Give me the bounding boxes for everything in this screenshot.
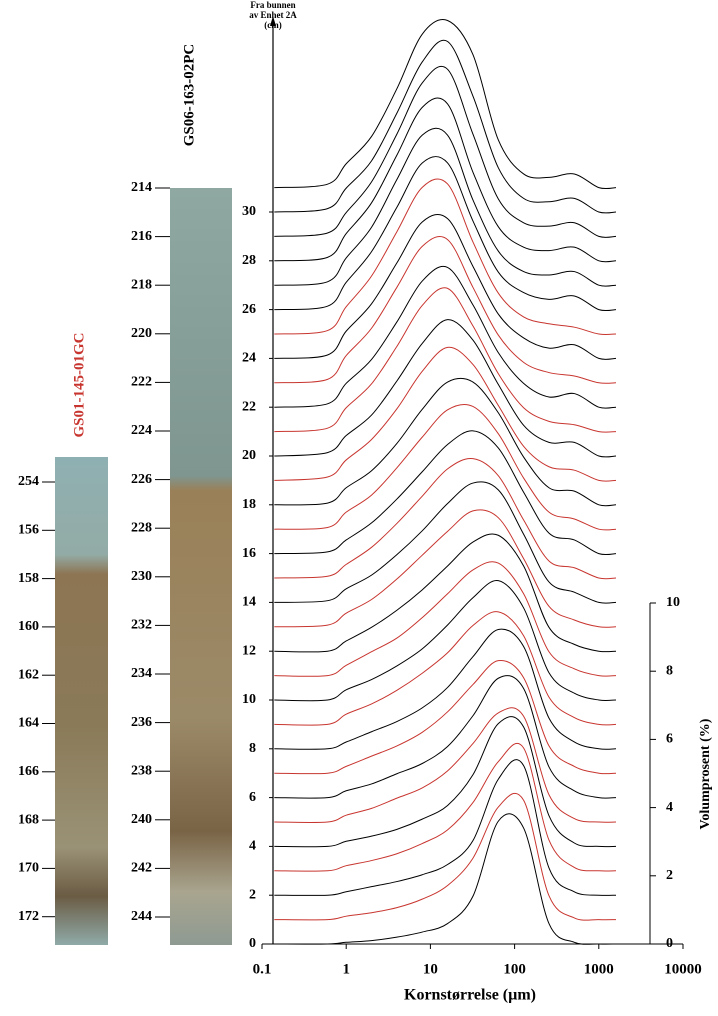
distribution-curve — [274, 792, 616, 921]
distribution-curve — [274, 675, 616, 799]
y-tick-label: 28 — [242, 253, 256, 268]
depth-label: 168 — [18, 812, 39, 827]
depth-label: 228 — [131, 520, 152, 535]
distribution-curve — [274, 580, 616, 702]
depth-label: 164 — [18, 716, 39, 731]
x-tick-label: 100 — [503, 961, 526, 977]
y-tick-label: 10 — [242, 692, 256, 707]
distribution-curve — [274, 481, 617, 604]
depth-label: 170 — [18, 861, 39, 876]
core-image — [170, 188, 232, 945]
y-axis-title: Fra bunnen — [250, 0, 295, 10]
depth-label: 224 — [131, 423, 152, 438]
depth-label: 216 — [131, 229, 152, 244]
x-tick-label: 10000 — [664, 961, 702, 977]
x-tick-label: 1 — [342, 961, 350, 977]
distribution-curve — [274, 97, 617, 263]
y-tick-label: 18 — [242, 497, 256, 512]
distribution-curve — [274, 265, 617, 409]
distribution-curve — [274, 716, 616, 848]
y-tick-label: 4 — [249, 839, 256, 854]
y-tick-label: 26 — [242, 302, 256, 317]
depth-label: 162 — [18, 667, 39, 682]
core-image — [55, 457, 108, 945]
y-tick-label: 2 — [249, 887, 256, 902]
x-tick-label: 10 — [423, 961, 438, 977]
y-tick-label: 22 — [242, 399, 256, 414]
distribution-curve — [274, 236, 616, 384]
y2-tick-label: 2 — [666, 868, 673, 883]
distribution-curve — [274, 65, 617, 238]
y-tick-label: 30 — [242, 204, 256, 219]
depth-label: 156 — [18, 523, 39, 538]
distribution-curve — [274, 742, 616, 872]
depth-label: 232 — [131, 618, 152, 633]
y2-tick-label: 0 — [666, 936, 673, 951]
depth-label: 166 — [18, 764, 39, 779]
depth-label: 244 — [131, 909, 152, 924]
y-axis-title: av Enhet 2A — [249, 10, 297, 20]
distribution-curve — [274, 533, 616, 653]
depth-label: 160 — [18, 619, 39, 634]
distribution-curve — [274, 403, 617, 531]
distribution-curve — [274, 707, 616, 823]
y2-tick-label: 4 — [666, 800, 673, 815]
core-name: GS01-145-01GC — [71, 333, 87, 438]
distribution-curve — [274, 319, 617, 458]
distribution-curve — [274, 39, 617, 214]
depth-label: 238 — [131, 763, 152, 778]
depth-label: 218 — [131, 277, 152, 292]
depth-label: 236 — [131, 715, 152, 730]
distribution-curve — [274, 659, 616, 775]
distribution-curve — [274, 611, 616, 726]
distribution-curve — [274, 561, 616, 677]
depth-label: 254 — [18, 474, 39, 489]
y2-tick-label: 6 — [666, 732, 673, 747]
y-tick-label: 24 — [242, 351, 256, 366]
distribution-curve — [274, 127, 617, 287]
depth-label: 172 — [18, 909, 39, 924]
depth-label: 214 — [131, 180, 152, 195]
y-tick-label: 20 — [242, 448, 256, 463]
y-tick-label: 8 — [249, 741, 256, 756]
x-tick-label: 0.1 — [253, 961, 272, 977]
depth-label: 242 — [131, 861, 152, 876]
depth-label: 234 — [131, 666, 152, 681]
distribution-curve — [274, 377, 617, 507]
y2-axis-title: Volumprosent (%) — [698, 718, 713, 829]
distribution-curve — [274, 19, 617, 190]
y2-tick-label: 8 — [666, 663, 673, 678]
y-axis-arrow — [270, 16, 276, 26]
depth-label: 222 — [131, 375, 152, 390]
depth-label: 220 — [131, 326, 152, 341]
y-tick-label: 12 — [242, 643, 256, 658]
depth-label: 226 — [131, 472, 152, 487]
depth-label: 158 — [18, 571, 39, 586]
y-tick-label: 0 — [249, 936, 256, 951]
distribution-curve — [274, 287, 616, 433]
y-tick-label: 14 — [242, 595, 256, 610]
x-tick-label: 1000 — [584, 961, 614, 977]
distribution-curve — [274, 813, 616, 945]
distribution-curve — [274, 759, 616, 896]
distribution-curve — [274, 628, 616, 750]
y-tick-label: 16 — [242, 546, 256, 561]
distribution-curve — [274, 458, 617, 580]
y-tick-label: 6 — [249, 790, 256, 805]
distribution-curve — [274, 213, 617, 360]
distribution-curve — [274, 509, 616, 628]
y2-tick-label: 10 — [666, 595, 680, 610]
core-name: GS06-163-02PC — [181, 44, 197, 147]
depth-label: 240 — [131, 812, 152, 827]
x-axis-title: Kornstørrelse (µm) — [404, 987, 536, 1004]
distribution-curve — [274, 178, 616, 335]
y-axis-title: (cm) — [264, 20, 282, 30]
distribution-curve — [274, 156, 617, 312]
distribution-curve — [274, 346, 617, 482]
distribution-curve — [274, 430, 617, 556]
depth-label: 230 — [131, 569, 152, 584]
